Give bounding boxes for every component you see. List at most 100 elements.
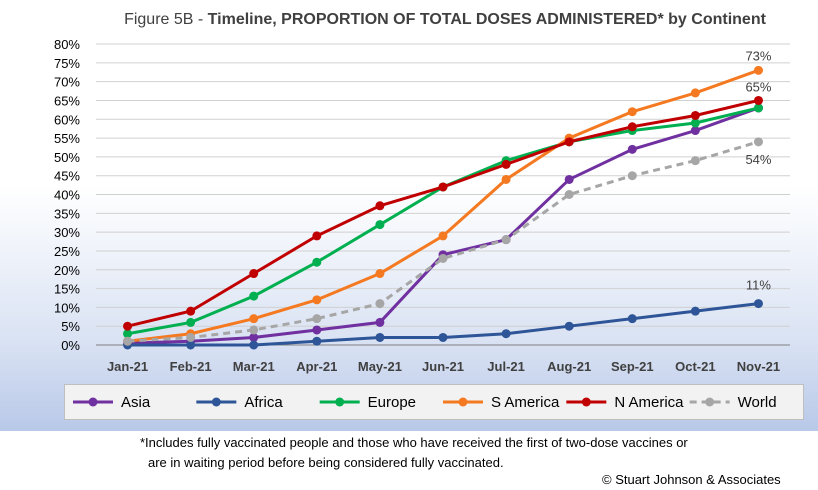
data-point xyxy=(690,118,700,128)
legend-item: Asia xyxy=(73,394,151,411)
legend-swatch-marker xyxy=(705,397,715,407)
data-point xyxy=(438,332,448,342)
legend: Asia Africa Europe S America N America World xyxy=(64,384,804,420)
copyright: © Stuart Johnson & Associates xyxy=(602,472,781,487)
data-point xyxy=(186,306,196,316)
data-point xyxy=(627,314,637,324)
series-n-america xyxy=(123,95,763,331)
data-point xyxy=(375,299,385,309)
y-tick-label: 30% xyxy=(54,225,80,240)
legend-swatch-marker xyxy=(458,397,468,407)
data-point xyxy=(564,190,574,199)
legend-item: Europe xyxy=(319,394,416,411)
annotation-label: 11% xyxy=(746,278,771,293)
y-axis-ticks: 0% 5% 10% 15% 20% 25% 30% 35% 40% 45% 50% 55% 60% 65%… xyxy=(54,37,80,353)
y-tick-label: 45% xyxy=(54,169,80,184)
series-africa xyxy=(123,299,763,350)
data-point xyxy=(312,325,322,335)
series-line xyxy=(127,106,759,336)
x-tick-label: May-21 xyxy=(358,359,402,374)
x-tick-label: Aug-21 xyxy=(547,359,591,374)
legend-item: Africa xyxy=(196,394,283,411)
series-world xyxy=(123,137,763,346)
legend-item: S America xyxy=(443,394,560,411)
data-point xyxy=(123,321,133,331)
data-point xyxy=(690,88,700,98)
gridlines xyxy=(96,43,790,346)
data-point xyxy=(690,110,700,120)
data-point xyxy=(501,159,511,169)
legend-item: N America xyxy=(566,394,684,411)
y-tick-label: 55% xyxy=(54,131,80,146)
data-point xyxy=(564,137,574,147)
y-tick-label: 25% xyxy=(54,244,80,259)
data-point xyxy=(438,253,448,263)
data-point xyxy=(312,336,322,346)
legend-label: Asia xyxy=(121,394,151,411)
data-point xyxy=(627,122,637,132)
y-tick-label: 5% xyxy=(61,319,80,334)
footnote-line-2: are in waiting period before being consi… xyxy=(148,455,504,470)
y-tick-label: 20% xyxy=(54,263,80,278)
data-point xyxy=(249,325,259,335)
data-point xyxy=(123,336,133,346)
y-tick-label: 50% xyxy=(54,150,80,165)
annotations: 73% 65% 54% 11% xyxy=(745,48,771,292)
x-tick-label: Oct-21 xyxy=(675,359,715,374)
data-point xyxy=(375,201,385,211)
data-point xyxy=(627,107,637,117)
data-point xyxy=(501,174,511,184)
legend-label: Africa xyxy=(244,394,283,411)
data-point xyxy=(753,65,763,75)
data-point xyxy=(186,340,196,350)
x-tick-label: Jun-21 xyxy=(422,359,464,374)
data-point xyxy=(564,321,574,331)
data-point xyxy=(312,314,322,324)
x-tick-label: Jan-21 xyxy=(107,359,148,374)
annotation-label: 54% xyxy=(745,152,771,167)
data-point xyxy=(375,220,385,230)
x-tick-label: Sep-21 xyxy=(611,359,654,374)
data-point xyxy=(690,126,700,136)
legend-swatch-marker xyxy=(581,397,591,407)
legend-item: World xyxy=(689,394,777,411)
data-point xyxy=(627,171,637,181)
data-point xyxy=(753,137,763,147)
data-point xyxy=(249,269,259,279)
data-point xyxy=(438,231,448,241)
y-tick-label: 15% xyxy=(54,282,80,297)
legend-label: S America xyxy=(491,394,560,411)
data-point xyxy=(375,317,385,327)
x-tick-label: Mar-21 xyxy=(233,359,275,374)
data-point xyxy=(312,295,322,305)
x-axis-ticks: Jan-21 Feb-21 Mar-21 Apr-21 May-21 Jun-21 Jul-… xyxy=(107,359,780,374)
data-point xyxy=(375,332,385,342)
y-tick-label: 75% xyxy=(54,56,80,71)
chart-title-prefix: Figure 5B - xyxy=(124,11,208,28)
data-point xyxy=(438,182,448,192)
legend-label: Europe xyxy=(368,394,416,411)
series-lines xyxy=(123,65,763,350)
data-point xyxy=(690,306,700,316)
series-line xyxy=(127,140,759,343)
legend-swatch-marker xyxy=(211,397,221,407)
data-point xyxy=(690,156,700,166)
data-point xyxy=(753,299,763,309)
series-s-america xyxy=(123,65,763,346)
data-point xyxy=(186,317,196,327)
data-point xyxy=(564,174,574,184)
data-point xyxy=(501,235,511,245)
annotation-label: 65% xyxy=(745,79,771,94)
data-point xyxy=(501,329,511,339)
data-point xyxy=(249,332,259,342)
chart-title-main: Timeline, PROPORTION OF TOTAL DOSES ADMI… xyxy=(208,11,767,28)
y-tick-label: 60% xyxy=(54,112,80,127)
y-tick-label: 0% xyxy=(61,338,80,353)
y-tick-label: 70% xyxy=(54,75,80,90)
data-point xyxy=(312,231,322,241)
data-point xyxy=(249,314,259,324)
data-point xyxy=(186,332,196,342)
x-tick-label: Apr-21 xyxy=(296,359,337,374)
